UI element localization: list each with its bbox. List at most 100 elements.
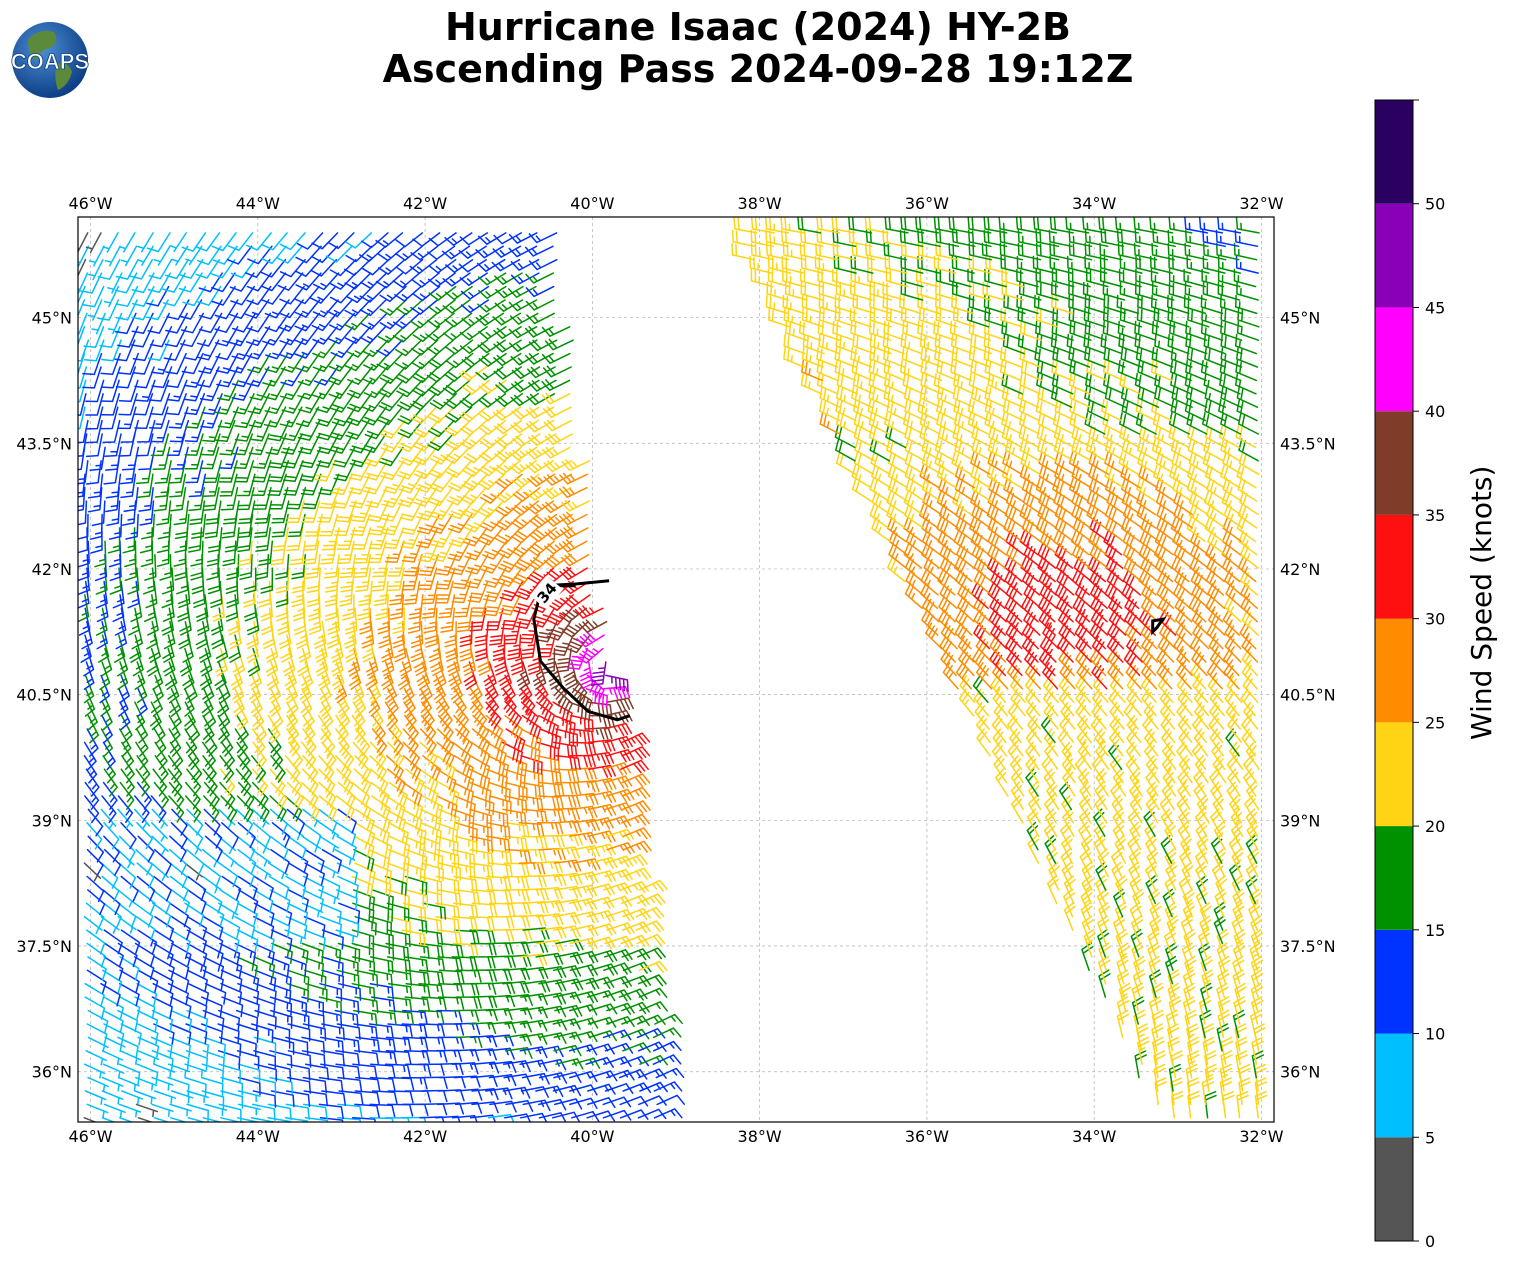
wind-barb — [639, 1001, 668, 1012]
wind-barb — [169, 1103, 192, 1117]
wind-barb — [1161, 728, 1176, 757]
wind-barb — [967, 217, 992, 234]
wind-barb — [217, 714, 230, 744]
wind-barb — [297, 647, 310, 677]
wind-barb — [151, 835, 169, 855]
wind-barb — [510, 540, 538, 558]
wind-barb — [1028, 795, 1041, 824]
wind-barb — [136, 1023, 159, 1046]
wind-barb — [933, 372, 956, 395]
wind-barb — [816, 217, 841, 234]
wind-barb — [235, 808, 254, 836]
wind-barb — [214, 419, 236, 442]
wind-barb — [987, 582, 1006, 610]
wind-barb — [1120, 464, 1141, 489]
wind-barb — [588, 1030, 618, 1042]
wind-barb — [423, 607, 438, 634]
wind-barb — [1243, 701, 1259, 730]
wind-barb — [538, 1112, 567, 1122]
wind-barb — [1141, 582, 1160, 610]
wind-barb — [951, 294, 974, 315]
wind-barb — [317, 862, 339, 879]
wind-barb — [251, 728, 266, 757]
wind-barb — [935, 281, 958, 301]
wind-barb — [275, 580, 289, 608]
wind-barb — [286, 781, 304, 809]
wind-barb — [117, 808, 134, 829]
wind-barb — [485, 607, 504, 631]
wind-barb — [388, 1009, 414, 1025]
wind-barb — [570, 767, 598, 780]
wind-barb — [107, 272, 123, 294]
wind-barb — [78, 406, 86, 430]
wind-barb — [1087, 556, 1107, 583]
wind-barb — [243, 580, 256, 608]
wind-barb — [388, 580, 405, 606]
wind-barb — [220, 1076, 244, 1096]
wind-barb — [1145, 861, 1157, 891]
wind-barb — [937, 425, 959, 449]
wind-barb — [78, 285, 86, 305]
wind-barb — [204, 902, 225, 927]
wind-barb — [324, 580, 339, 607]
wind-barb — [253, 513, 271, 538]
wind-barb — [532, 661, 547, 690]
wind-barb — [332, 486, 354, 509]
wind-barb — [85, 433, 103, 458]
wind-barb — [397, 486, 422, 508]
wind-barb — [1075, 635, 1092, 663]
wind-barb — [1140, 622, 1158, 650]
wind-barb — [520, 768, 544, 787]
wind-barb — [309, 285, 337, 304]
wind-barb — [385, 674, 398, 704]
lon-labels-bottom: 46°W 44°W 42°W 40°W 38°W 36°W 34°W 32°W — [68, 1127, 1283, 1146]
wind-barb — [211, 272, 236, 293]
wind-barb — [1136, 490, 1156, 516]
wind-barb — [1170, 1090, 1184, 1119]
wind-barb — [1230, 821, 1244, 851]
wind-barb — [351, 527, 372, 550]
wind-barb — [952, 386, 975, 408]
wind-barb — [301, 661, 314, 690]
wind-barb — [854, 438, 876, 462]
wind-barb — [418, 553, 439, 577]
wind-barb — [1071, 490, 1092, 516]
wind-barb — [1187, 1050, 1200, 1079]
wind-barb — [401, 1103, 429, 1117]
wind-barb — [1184, 372, 1207, 395]
wind-barb — [251, 473, 271, 497]
wind-barb — [1202, 451, 1224, 476]
wind-barb — [335, 714, 349, 744]
wind-barb — [510, 258, 540, 271]
wind-barb — [279, 326, 305, 346]
wind-barb — [311, 245, 339, 264]
wind-barb — [782, 242, 807, 261]
wind-barb — [869, 281, 893, 301]
wind-barb — [452, 741, 472, 768]
wind-barb — [1005, 622, 1023, 650]
wind-barb — [1193, 728, 1209, 757]
wind-barb — [578, 619, 608, 633]
wind-barb — [359, 607, 372, 635]
wind-barb — [1222, 1090, 1235, 1119]
wind-barb — [561, 459, 591, 472]
wind-barb — [136, 875, 156, 902]
wind-barb — [940, 622, 958, 650]
wind-barb — [1091, 635, 1109, 663]
wind-barb — [335, 755, 352, 783]
wind-barb — [459, 393, 488, 409]
wind-barb — [150, 393, 171, 416]
wind-barb — [251, 460, 272, 483]
wind-barb — [1218, 955, 1231, 985]
wind-barb — [834, 425, 856, 449]
wind-barb — [587, 803, 617, 817]
wind-barb — [291, 580, 304, 608]
lat-tick-label: 45°N — [32, 309, 72, 328]
wind-barb — [165, 312, 188, 334]
wind-barb — [467, 580, 489, 603]
wind-barb — [308, 607, 322, 635]
wind-barb — [542, 486, 572, 500]
wind-barb — [973, 556, 993, 583]
wind-barb — [836, 372, 859, 395]
wind-barb — [354, 822, 376, 846]
